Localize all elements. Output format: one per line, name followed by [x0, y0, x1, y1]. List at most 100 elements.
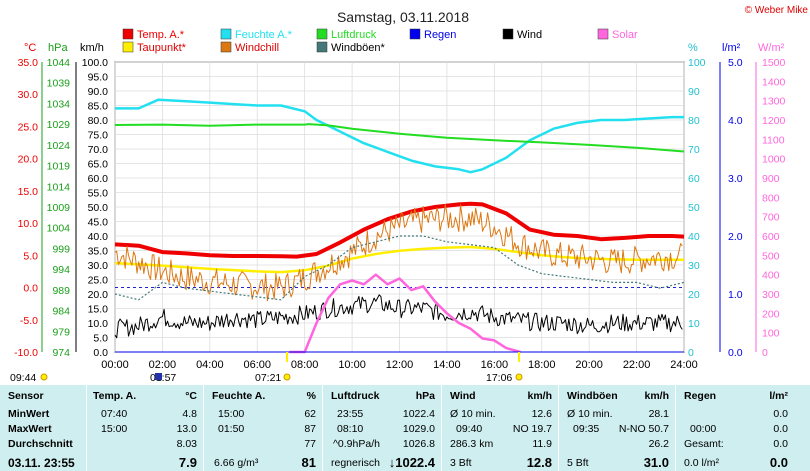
wind-max-time: 09:40	[456, 423, 483, 435]
pressure-current: ↓1022.4	[388, 455, 435, 470]
pressure-tick: 1034	[47, 98, 71, 110]
gust-avg10-value: 28.1	[648, 408, 669, 420]
humidity-max-time: 01:50	[218, 423, 245, 435]
temp-current: 7.9	[178, 455, 197, 470]
pressure-tick: 984	[52, 306, 70, 318]
humidity-tick: 80	[688, 115, 700, 127]
series-solar	[289, 273, 521, 354]
chart-title: Samstag, 03.11.2018	[337, 9, 469, 25]
sensor-column: Sensor MinWert MaxWert Durchschnitt 03.1…	[0, 385, 87, 471]
humidity-min-value: 62	[304, 408, 316, 420]
wind-tick: 90.0	[88, 86, 109, 98]
wind-header: Wind	[450, 390, 476, 402]
solar-tick: 200	[762, 308, 780, 320]
solar-tick: 800	[762, 192, 780, 204]
gust-column: Windböen km/h Ø 10 min. 28.1 09:35 N-NO …	[559, 385, 676, 471]
wind-distance: 286.3 km	[450, 438, 494, 450]
pressure-column: Luftdruck hPa 23:55 1022.4 08:10 1029.0 …	[323, 385, 442, 471]
wind-current: 12.8	[526, 455, 552, 470]
rain-tick: 0.0	[728, 347, 743, 359]
chart-legend: Temp. A.* Feuchte A.* Luftdruck Regen Wind So…	[122, 28, 638, 54]
temp-tick: 10.0	[18, 218, 39, 230]
humidity-tick: 10	[688, 318, 700, 330]
pressure-trend: ^0.9hPa/h	[333, 438, 380, 450]
x-tick-label: 14:00	[433, 359, 461, 371]
temp-max-value: 13.0	[176, 423, 197, 435]
pressure-tick: 1014	[47, 181, 71, 193]
pressure-tick: 989	[52, 285, 70, 297]
gust-avg10-label: Ø 10 min.	[567, 408, 613, 420]
wind-tick: 80.0	[88, 115, 109, 127]
wind-tick: 95.0	[88, 72, 109, 84]
legend-swatch-temp	[122, 28, 134, 40]
temp-unit-label: °C	[24, 42, 36, 54]
wind-avg10-label: Ø 10 min.	[450, 408, 496, 420]
pressure-unit-label: hPa	[48, 42, 68, 54]
gust-unit: km/h	[644, 390, 669, 402]
legend-swatch-feuchte	[220, 28, 232, 40]
gust-beaufort: 5 Bft	[567, 457, 589, 469]
sunset-icon	[515, 373, 523, 381]
x-tick-label: 02:00	[149, 359, 177, 371]
durchschnitt-label: Durchschnitt	[8, 438, 73, 450]
rain-unit-label: l/m²	[722, 42, 741, 54]
chart-axes: 35.0 30.0 25.0 20.0 15.0 10.0 5.0 0.0 -5.0 -10.0 1…	[14, 57, 785, 371]
solar-tick: 700	[762, 212, 780, 224]
rain-max-time: 00:00	[690, 423, 717, 435]
wind-tick: 75.0	[88, 130, 109, 142]
axis-units: °C hPa km/h % l/m² W/m²	[24, 42, 785, 54]
humidity-max-value: 87	[304, 423, 316, 435]
wind-tick: 70.0	[88, 144, 109, 156]
sun-icon	[40, 373, 48, 381]
humidity-tick: 20	[688, 289, 700, 301]
wind-tick: 45.0	[88, 217, 109, 229]
pressure-tick: 1004	[47, 223, 71, 235]
wind-column: Wind km/h Ø 10 min. 12.6 09:40 NO 19.7 2…	[442, 385, 559, 471]
series-feuchte	[115, 98, 684, 174]
pressure-tick: 1039	[47, 78, 71, 90]
temp-tick: 30.0	[18, 89, 39, 101]
copyright-label: © Weber Mike	[745, 5, 809, 16]
wind-tick: 0.0	[93, 347, 108, 359]
sensor-header: Sensor	[8, 390, 44, 402]
rain-tick: 4.0	[728, 115, 743, 127]
legend-swatch-wind	[502, 28, 514, 40]
pressure-tick: 994	[52, 264, 70, 276]
wind-unit: km/h	[527, 390, 552, 402]
humidity-column: Feuchte A. % 15:00 62 01:50 87 77 6.66 g…	[204, 385, 323, 471]
legend-swatch-solar	[597, 28, 609, 40]
wind-tick: 65.0	[88, 159, 109, 171]
gust-max-time: 09:35	[573, 423, 600, 435]
legend-swatch-luftdruck	[316, 28, 328, 40]
temp-min-time: 07:40	[101, 408, 128, 420]
legend-label-taupunkt: Taupunkt*	[137, 42, 187, 54]
humidity-unit-label: %	[688, 42, 698, 54]
rain-total-label: Gesamt:	[684, 438, 724, 450]
statistics-panel: Sensor MinWert MaxWert Durchschnitt 03.1…	[0, 385, 810, 471]
pressure-max-time: 08:10	[337, 423, 364, 435]
temp-max-time: 15:00	[101, 423, 128, 435]
temp-column: Temp. A. °C 07:40 4.8 15:00 13.0 8.03 7.…	[87, 385, 204, 471]
temp-tick: 25.0	[18, 121, 39, 133]
gust-avg-value: 26.2	[648, 438, 669, 450]
temp-tick: -5.0	[20, 315, 38, 327]
humidity-avg-value: 77	[304, 438, 316, 450]
wind-tick: 55.0	[88, 188, 109, 200]
minwert-label: MinWert	[8, 408, 50, 420]
wind-tick: 50.0	[88, 202, 109, 214]
gust-max-value: N-NO 50.7	[618, 423, 669, 435]
solar-tick: 100	[762, 328, 780, 340]
weather-chart: Samstag, 03.11.2018 © Weber Mike Temp. A…	[10, 5, 809, 384]
wind-tick: 100.0	[82, 57, 108, 69]
series-wind	[114, 294, 683, 339]
rain-tick: 2.0	[728, 231, 743, 243]
legend-label-regen: Regen	[424, 29, 456, 41]
legend-swatch-regen	[409, 28, 421, 40]
legend-label-temp: Temp. A.*	[137, 29, 185, 41]
solar-tick: 1000	[762, 154, 786, 166]
sun-event-time: 17:06	[486, 372, 512, 384]
x-tick-label: 12:00	[386, 359, 414, 371]
pressure-forecast: regnerisch	[331, 457, 381, 469]
sun-event-time: 07:21	[255, 372, 281, 384]
sun-events: 09:44 01:57 07:21 17:06	[10, 352, 523, 384]
